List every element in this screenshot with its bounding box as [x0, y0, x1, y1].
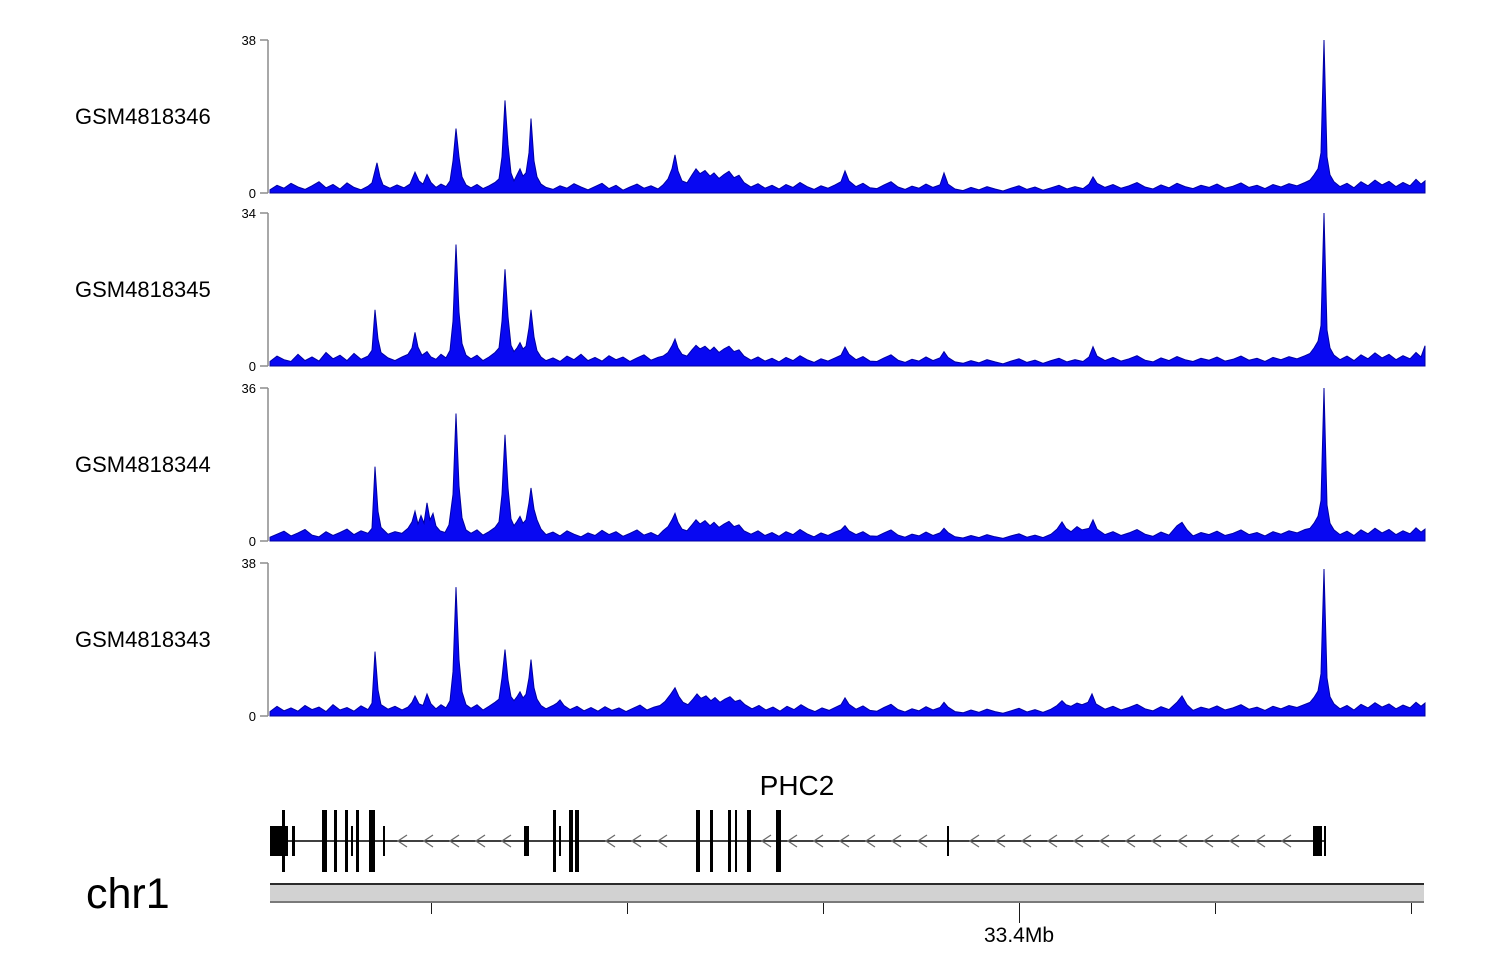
strand-arrow-left	[1280, 834, 1292, 848]
exon	[351, 826, 353, 856]
strand-arrow-left	[1072, 834, 1084, 848]
axis-minor-tick	[1215, 903, 1216, 914]
exon	[282, 810, 285, 872]
strand-arrow-left	[1098, 834, 1110, 848]
y-axis-max-label: 38	[242, 556, 256, 571]
strand-arrow-left	[812, 834, 824, 848]
strand-arrow-left	[838, 834, 850, 848]
exon	[270, 826, 288, 856]
exon	[747, 810, 751, 872]
coverage-signal	[269, 387, 1426, 542]
strand-arrow-left	[604, 834, 616, 848]
axis-minor-tick	[1411, 903, 1412, 914]
exon	[292, 826, 295, 856]
gene-body	[270, 810, 1326, 872]
chromosome-label: chr1	[86, 870, 170, 918]
exon	[524, 826, 529, 856]
y-axis-max-label: 36	[242, 381, 256, 396]
y-axis-zero-label: 0	[249, 186, 256, 200]
strand-arrow-left	[994, 834, 1006, 848]
strand-arrow-left	[890, 834, 902, 848]
y-axis-max-label: 34	[242, 206, 256, 221]
strand-arrow-left	[786, 834, 798, 848]
strand-arrow-left	[1150, 834, 1162, 848]
gene-name-label: PHC2	[760, 770, 835, 801]
strand-arrow-left	[760, 834, 772, 848]
chromosome-ideogram-bar	[270, 883, 1424, 903]
strand-arrow-left	[448, 834, 460, 848]
y-axis-zero-label: 0	[249, 534, 256, 548]
strand-arrow-left	[422, 834, 434, 848]
coverage-signal	[269, 212, 1426, 367]
y-axis-zero-label: 0	[249, 359, 256, 373]
exon	[710, 810, 713, 872]
exon	[728, 810, 731, 872]
exon	[369, 810, 375, 872]
coverage-plot-gsm4818346: 38 0	[242, 33, 1426, 200]
axis-minor-tick	[823, 903, 824, 914]
strand-arrow-left	[1254, 834, 1266, 848]
strand-arrow-left	[474, 834, 486, 848]
strand-arrow-left	[1176, 834, 1188, 848]
strand-arrow-left	[864, 834, 876, 848]
exon	[334, 810, 337, 872]
exon	[947, 826, 949, 856]
axis-minor-tick	[431, 903, 432, 914]
strand-arrow-left	[656, 834, 668, 848]
y-axis-zero-label: 0	[249, 709, 256, 723]
axis-major-tick	[1019, 903, 1020, 923]
gene-model-track: PHC2	[270, 770, 1326, 872]
track-label-gsm4818346: GSM4818346	[75, 104, 211, 129]
exon	[696, 810, 700, 872]
strand-arrow-left	[1124, 834, 1136, 848]
exon	[776, 810, 781, 872]
coverage-signal	[269, 568, 1426, 717]
strand-arrow-left	[396, 834, 408, 848]
strand-arrow-left	[500, 834, 512, 848]
exon	[322, 810, 327, 872]
coverage-plot-gsm4818344: 36 0	[242, 381, 1426, 548]
track-label-gsm4818343: GSM4818343	[75, 627, 211, 652]
axis-minor-tick	[627, 903, 628, 914]
strand-arrow-left	[916, 834, 928, 848]
exon	[553, 810, 556, 872]
coverage-signal	[269, 39, 1426, 194]
strand-arrow-left	[1202, 834, 1214, 848]
exon	[569, 810, 573, 872]
coverage-plot-gsm4818345: 34 0	[242, 206, 1426, 373]
coverage-plot-gsm4818343: 38 0	[242, 556, 1426, 723]
exon	[1313, 826, 1322, 856]
track-label-gsm4818345: GSM4818345	[75, 277, 211, 302]
axis-coordinate-label: 33.4Mb	[983, 924, 1055, 947]
exon	[383, 826, 385, 856]
strand-arrow-left	[968, 834, 980, 848]
strand-arrow-left	[1228, 834, 1240, 848]
exon	[735, 810, 737, 872]
exon	[345, 810, 348, 872]
y-axis-max-label: 38	[242, 33, 256, 48]
strand-arrow-left	[630, 834, 642, 848]
exon	[575, 810, 579, 872]
strand-arrow-left	[1020, 834, 1032, 848]
strand-arrow-left	[1046, 834, 1058, 848]
exon	[356, 810, 359, 872]
exon	[1324, 826, 1326, 856]
track-label-gsm4818344: GSM4818344	[75, 452, 211, 477]
exon	[559, 826, 561, 856]
